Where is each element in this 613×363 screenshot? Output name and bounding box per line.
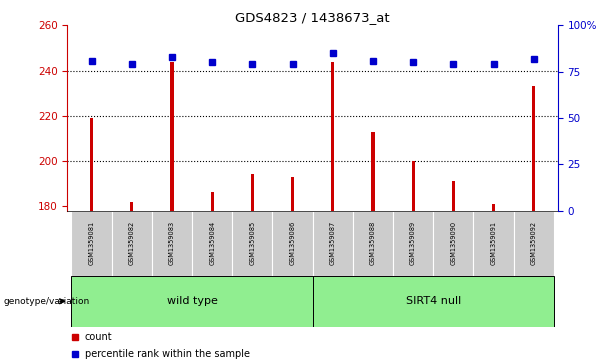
Bar <box>452 181 455 211</box>
Bar <box>72 211 112 276</box>
Text: genotype/variation: genotype/variation <box>3 297 89 306</box>
Bar <box>90 118 93 211</box>
Bar <box>473 211 514 276</box>
Text: GSM1359082: GSM1359082 <box>129 221 135 265</box>
Text: GSM1359085: GSM1359085 <box>249 221 256 265</box>
Text: GSM1359092: GSM1359092 <box>531 221 537 265</box>
Text: GSM1359091: GSM1359091 <box>490 221 497 265</box>
Title: GDS4823 / 1438673_at: GDS4823 / 1438673_at <box>235 11 390 24</box>
Text: GSM1359089: GSM1359089 <box>410 221 416 265</box>
Text: wild type: wild type <box>167 296 218 306</box>
Text: count: count <box>85 332 112 342</box>
Bar <box>152 211 192 276</box>
Bar <box>112 211 152 276</box>
Bar <box>272 211 313 276</box>
Text: GSM1359088: GSM1359088 <box>370 221 376 265</box>
Bar <box>291 177 294 211</box>
Bar <box>170 62 173 211</box>
Bar <box>492 204 495 211</box>
Bar <box>72 276 313 327</box>
Bar <box>313 276 554 327</box>
Bar <box>433 211 473 276</box>
Bar <box>313 211 353 276</box>
Bar <box>532 86 535 211</box>
Bar <box>251 174 254 211</box>
Bar <box>371 131 375 211</box>
Bar <box>232 211 272 276</box>
Text: SIRT4 null: SIRT4 null <box>406 296 461 306</box>
Bar <box>411 161 415 211</box>
Bar <box>130 201 134 211</box>
Text: GSM1359087: GSM1359087 <box>330 221 336 265</box>
Text: GSM1359090: GSM1359090 <box>451 221 456 265</box>
Text: GSM1359083: GSM1359083 <box>169 221 175 265</box>
Bar <box>514 211 554 276</box>
Bar <box>210 192 214 211</box>
Text: GSM1359084: GSM1359084 <box>209 221 215 265</box>
Bar <box>192 211 232 276</box>
Bar <box>393 211 433 276</box>
Text: GSM1359086: GSM1359086 <box>289 221 295 265</box>
Text: GSM1359081: GSM1359081 <box>88 221 94 265</box>
Bar <box>331 62 334 211</box>
Bar <box>353 211 393 276</box>
Text: percentile rank within the sample: percentile rank within the sample <box>85 349 249 359</box>
